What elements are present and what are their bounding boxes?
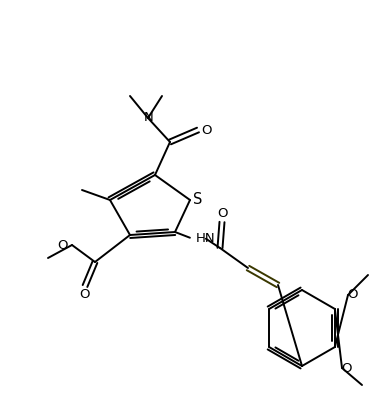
Text: N: N xyxy=(144,110,154,124)
Text: O: O xyxy=(348,288,358,302)
Text: O: O xyxy=(58,239,68,251)
Text: O: O xyxy=(201,124,211,136)
Text: HN: HN xyxy=(196,232,215,245)
Text: O: O xyxy=(342,363,352,375)
Text: O: O xyxy=(218,206,228,220)
Text: S: S xyxy=(193,192,203,206)
Text: O: O xyxy=(80,288,90,302)
